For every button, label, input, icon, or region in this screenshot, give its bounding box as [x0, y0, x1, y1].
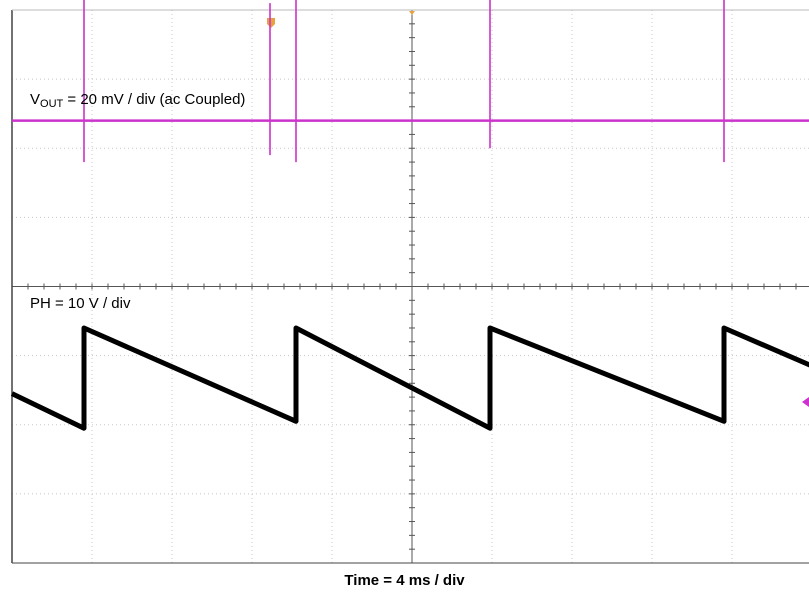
trigger-center-marker — [409, 11, 415, 15]
trigger-time-marker — [267, 18, 275, 28]
ph-channel-label: PH = 10 V / div — [30, 295, 131, 312]
vout-trace — [10, 325, 809, 431]
trigger-level-marker — [802, 397, 809, 407]
graticule — [11, 9, 809, 564]
markers — [267, 11, 809, 407]
x-axis-label: Time = 4 ms / div — [344, 572, 465, 589]
traces — [10, 0, 809, 431]
vout-channel-label: VOUT = 20 mV / div (ac Coupled) — [30, 91, 245, 110]
